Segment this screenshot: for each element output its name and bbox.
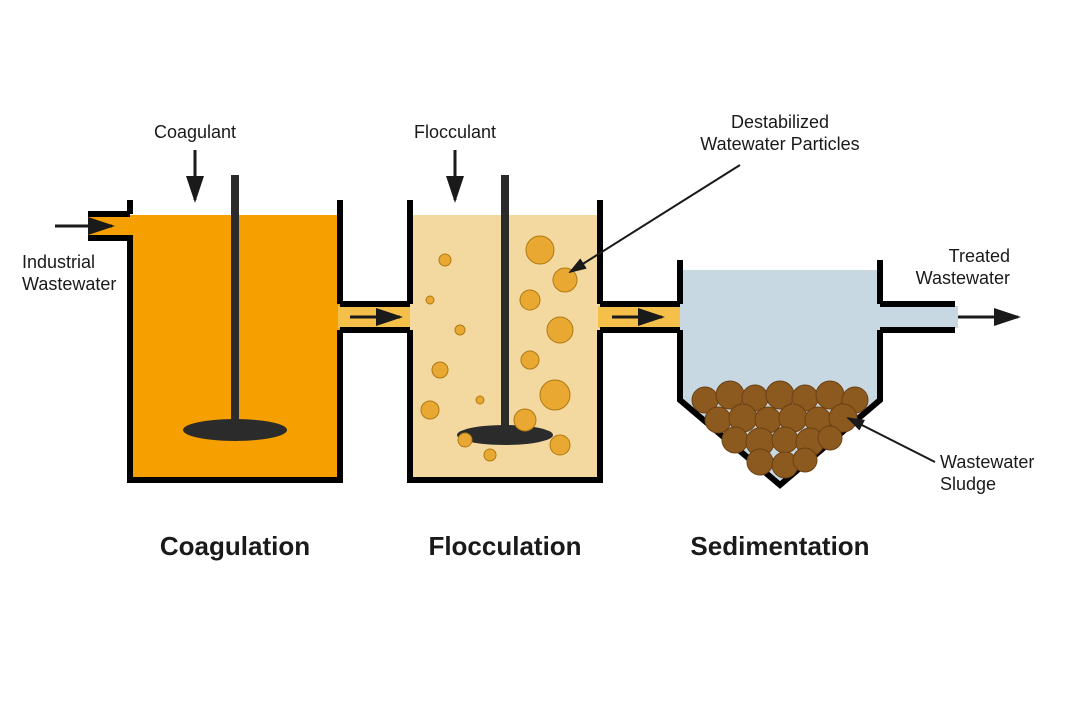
label-input-l1: Industrial	[22, 252, 95, 272]
floc-particle	[421, 401, 439, 419]
label-flocculant: Flocculant	[414, 122, 496, 142]
sludge-particle	[818, 426, 842, 450]
sedimentation-outlet-fill	[878, 306, 958, 328]
floc-particle	[526, 236, 554, 264]
title-coagulation: Coagulation	[160, 531, 310, 561]
floc-particle	[476, 396, 484, 404]
sedimentation-sludge	[692, 381, 868, 478]
label-sludge-l2: Sludge	[940, 474, 996, 494]
label-treated-l2: Wastewater	[916, 268, 1010, 288]
sludge-particle	[747, 449, 773, 475]
floc-particle	[484, 449, 496, 461]
floc-particle	[458, 433, 472, 447]
floc-particle	[514, 409, 536, 431]
label-destabilized-l1: Destabilized	[731, 112, 829, 132]
floc-particle	[520, 290, 540, 310]
title-sedimentation: Sedimentation	[690, 531, 869, 561]
sludge-particle	[722, 427, 748, 453]
label-destabilized-l2: Watewater Particles	[700, 134, 859, 154]
tank-coagulation	[88, 175, 412, 480]
label-sludge-l1: Wastewater	[940, 452, 1034, 472]
floc-particle	[455, 325, 465, 335]
label-treated-l1: Treated	[949, 246, 1010, 266]
floc-particle	[553, 268, 577, 292]
wastewater-treatment-diagram: Coagulant Flocculant Industrial Wastewat…	[0, 0, 1080, 720]
tank-flocculation	[410, 175, 682, 480]
title-flocculation: Flocculation	[428, 531, 581, 561]
tank-sedimentation	[680, 260, 958, 485]
label-input-l2: Wastewater	[22, 274, 116, 294]
stage-titles: Coagulation Flocculation Sedimentation	[160, 531, 870, 561]
pointer-sludge	[848, 418, 935, 462]
sludge-particle	[793, 448, 817, 472]
floc-particle	[521, 351, 539, 369]
sludge-particle	[772, 427, 798, 453]
label-coagulant: Coagulant	[154, 122, 236, 142]
floc-particle	[432, 362, 448, 378]
floc-particle	[550, 435, 570, 455]
floc-particle	[547, 317, 573, 343]
floc-particle	[540, 380, 570, 410]
floc-particle	[439, 254, 451, 266]
floc-particle	[426, 296, 434, 304]
